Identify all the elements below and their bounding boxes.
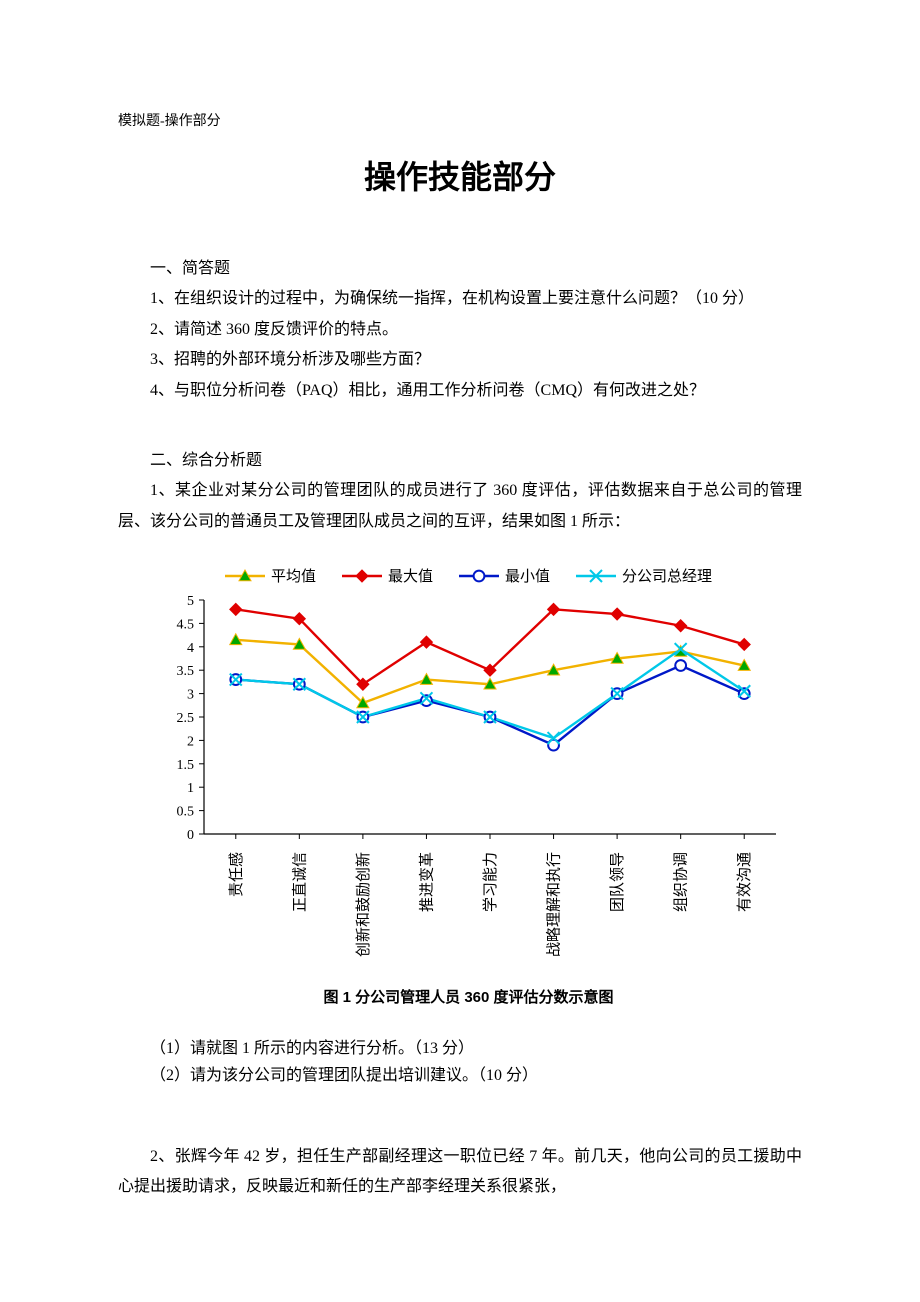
legend-label: 最小值 <box>505 565 550 586</box>
legend-item: 最小值 <box>459 565 550 586</box>
svg-text:创新和鼓励创新: 创新和鼓励创新 <box>355 852 372 957</box>
chart-container: 平均值 最大值 最小值 分公司总经理 0 0.5 1 1.5 2 2.5 3 3.5 4 4.5 5 责任感… <box>146 565 791 1007</box>
legend-label: 最大值 <box>388 565 433 586</box>
svg-text:组织协调: 组织协调 <box>673 852 690 912</box>
svg-text:4: 4 <box>187 641 194 656</box>
svg-text:战略理解和执行: 战略理解和执行 <box>546 852 563 957</box>
legend-item: 最大值 <box>342 565 433 586</box>
svg-text:2.5: 2.5 <box>177 711 195 726</box>
main-title: 操作技能部分 <box>118 152 802 198</box>
svg-text:0.5: 0.5 <box>177 805 195 820</box>
section2-q2-intro: 2、张辉今年 42 岁，担任生产部副经理这一职位已经 7 年。前几天，他向公司的… <box>118 1142 802 1203</box>
svg-text:4.5: 4.5 <box>177 618 195 633</box>
svg-text:3.5: 3.5 <box>177 664 195 679</box>
section1-q2: 2、请简述 360 度反馈评价的特点。 <box>118 315 802 345</box>
section1-q3: 3、招聘的外部环境分析涉及哪些方面？ <box>118 345 802 375</box>
svg-text:正直诚信: 正直诚信 <box>291 852 308 912</box>
svg-text:1: 1 <box>187 781 194 796</box>
svg-text:3: 3 <box>187 688 194 703</box>
svg-text:2: 2 <box>187 735 194 750</box>
svg-text:责任感: 责任感 <box>228 852 245 897</box>
document-header: 模拟题-操作部分 <box>118 110 802 130</box>
chart-legend: 平均值 最大值 最小值 分公司总经理 <box>146 565 791 586</box>
svg-text:团队领导: 团队领导 <box>609 852 626 912</box>
section1-q4: 4、与职位分析问卷（PAQ）相比，通用工作分析问卷（CMQ）有何改进之处？ <box>118 376 802 406</box>
section2-q1-intro: 1、某企业对某分公司的管理团队的成员进行了 360 度评估，评估数据来自于总公司… <box>118 476 802 537</box>
svg-text:推进变革: 推进变革 <box>418 852 435 912</box>
section2-q1-sub2: （2）请为该分公司的管理团队提出培训建议。（10 分） <box>118 1062 802 1089</box>
svg-text:学习能力: 学习能力 <box>482 852 499 912</box>
svg-text:0: 0 <box>187 828 194 843</box>
document-page: 模拟题-操作部分 操作技能部分 一、简答题 1、在组织设计的过程中，为确保统一指… <box>0 0 920 1302</box>
line-chart: 0 0.5 1 1.5 2 2.5 3 3.5 4 4.5 5 责任感 正直诚信 创新和鼓励创新 推进变革 学… <box>146 590 791 960</box>
svg-text:1.5: 1.5 <box>177 758 195 773</box>
section2-q1-sub1: （1）请就图 1 所示的内容进行分析。（13 分） <box>118 1035 802 1062</box>
svg-text:有效沟通: 有效沟通 <box>736 852 753 912</box>
legend-item: 分公司总经理 <box>576 565 712 586</box>
legend-label: 分公司总经理 <box>622 565 712 586</box>
legend-item: 平均值 <box>225 565 316 586</box>
section1-heading: 一、简答题 <box>118 254 802 284</box>
section2-heading: 二、综合分析题 <box>118 446 802 476</box>
chart-caption: 图 1 分公司管理人员 360 度评估分数示意图 <box>146 986 791 1007</box>
svg-text:5: 5 <box>187 594 194 609</box>
section1-q1: 1、在组织设计的过程中，为确保统一指挥，在机构设置上要注意什么问题？（10 分） <box>118 284 802 314</box>
legend-label: 平均值 <box>271 565 316 586</box>
